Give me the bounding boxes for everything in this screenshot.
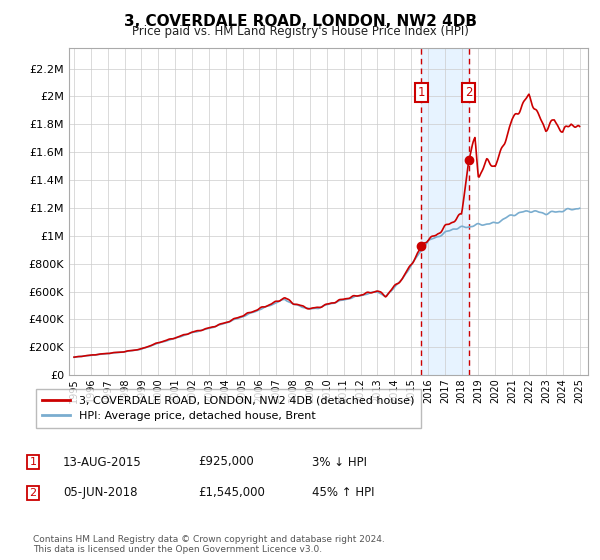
Text: 3% ↓ HPI: 3% ↓ HPI — [312, 455, 367, 469]
Text: 1: 1 — [418, 86, 425, 99]
Text: 05-JUN-2018: 05-JUN-2018 — [63, 486, 137, 500]
Text: 2: 2 — [29, 488, 37, 498]
Text: 13-AUG-2015: 13-AUG-2015 — [63, 455, 142, 469]
Text: 1: 1 — [29, 457, 37, 467]
Text: £925,000: £925,000 — [198, 455, 254, 469]
Text: Price paid vs. HM Land Registry's House Price Index (HPI): Price paid vs. HM Land Registry's House … — [131, 25, 469, 38]
Text: 45% ↑ HPI: 45% ↑ HPI — [312, 486, 374, 500]
Legend: 3, COVERDALE ROAD, LONDON, NW2 4DB (detached house), HPI: Average price, detache: 3, COVERDALE ROAD, LONDON, NW2 4DB (deta… — [35, 389, 421, 428]
Text: £1,545,000: £1,545,000 — [198, 486, 265, 500]
Text: 2: 2 — [465, 86, 473, 99]
Bar — [421, 48, 469, 375]
Text: 3, COVERDALE ROAD, LONDON, NW2 4DB: 3, COVERDALE ROAD, LONDON, NW2 4DB — [124, 14, 476, 29]
Text: Contains HM Land Registry data © Crown copyright and database right 2024.
This d: Contains HM Land Registry data © Crown c… — [33, 535, 385, 554]
